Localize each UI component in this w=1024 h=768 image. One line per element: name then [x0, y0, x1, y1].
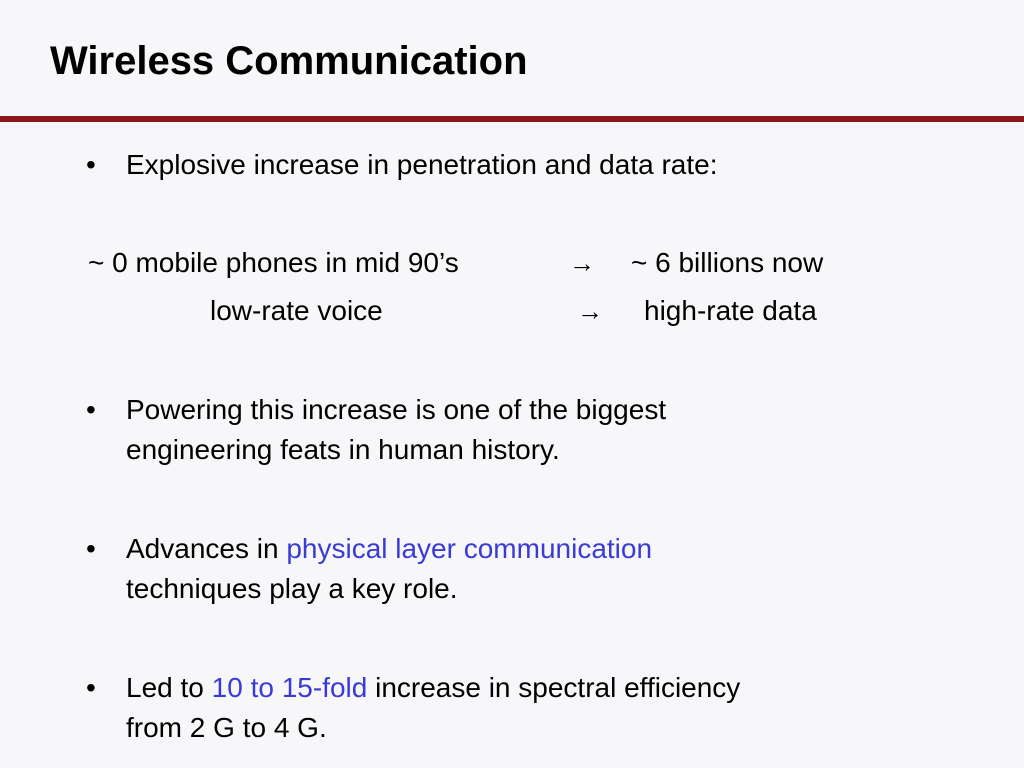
- comparison-from: low-rate voice: [210, 295, 383, 326]
- bullet-text: Powering this increase is one of the big…: [126, 394, 667, 425]
- bullet-text: Explosive increase in penetration and da…: [126, 149, 718, 180]
- bullet-icon: •: [86, 149, 96, 180]
- bullet-text: techniques play a key role.: [126, 573, 458, 604]
- highlighted-phrase: physical layer communication: [286, 533, 653, 564]
- comparison-to: ~ 6 billions now: [631, 247, 824, 278]
- bullet-icon: •: [86, 672, 96, 703]
- right-arrow-icon: →: [577, 296, 603, 326]
- bullet-icon: •: [86, 533, 96, 564]
- bullet-text-prefix: Advances in: [126, 533, 287, 564]
- bullet-text-prefix: Led to: [126, 672, 212, 703]
- right-arrow-icon: →: [569, 248, 595, 278]
- bullet-text: Advances in physical layer communication: [126, 529, 652, 569]
- bullet-text: engineering feats in human history.: [126, 434, 560, 465]
- bullet-text-suffix: increase in spectral efficiency: [367, 672, 741, 703]
- title-divider: [0, 116, 1024, 122]
- bullet-text: from 2 G to 4 G.: [126, 712, 327, 743]
- comparison-from: ~ 0 mobile phones in mid 90’s: [88, 247, 459, 278]
- bullet-icon: •: [86, 394, 96, 425]
- bullet-text: Led to 10 to 15-fold increase in spectra…: [126, 668, 740, 708]
- slide-title: Wireless Communication: [50, 39, 528, 83]
- highlighted-phrase: 10 to 15-fold: [211, 672, 368, 703]
- comparison-to: high-rate data: [644, 295, 817, 326]
